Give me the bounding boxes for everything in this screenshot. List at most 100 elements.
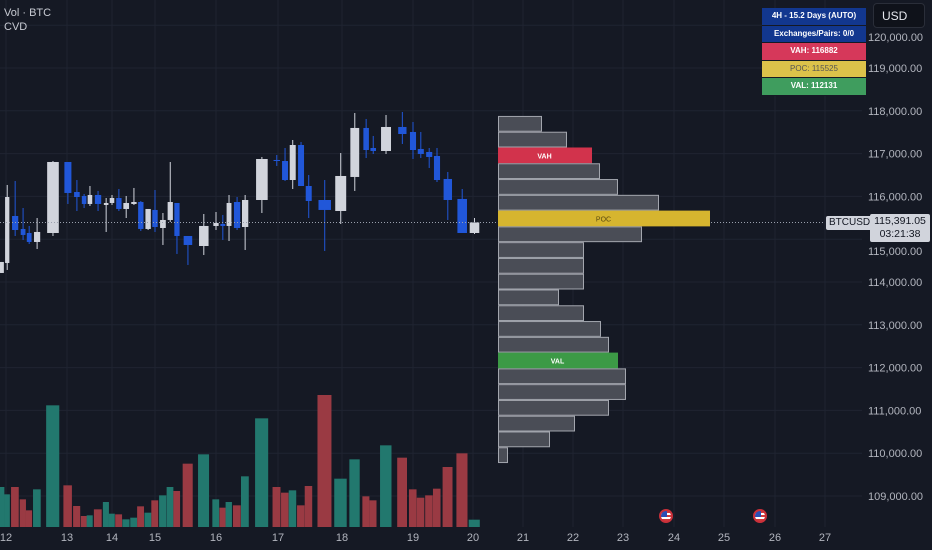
- candle-up: [34, 231, 41, 242]
- volume-bar: [219, 507, 226, 527]
- candle-up: [350, 127, 360, 177]
- volume-bar: [272, 487, 281, 527]
- us-flag-icon[interactable]: [752, 509, 767, 523]
- candle-up: [87, 194, 93, 204]
- volume-bar: [182, 463, 193, 527]
- volume-bar: [86, 515, 93, 527]
- volume-bar: [4, 494, 10, 527]
- us-flag-icon[interactable]: [659, 509, 674, 523]
- profile-row: [498, 447, 508, 464]
- candle-down: [74, 191, 80, 197]
- info-poc: POC: 115525: [762, 60, 866, 78]
- candle-up: [145, 208, 151, 229]
- profile-row: [498, 163, 600, 180]
- profile-row: [498, 431, 550, 448]
- price-tick-label: 116,000.00: [868, 191, 922, 203]
- profile-row: [498, 368, 626, 385]
- candle-down: [116, 197, 122, 209]
- volume-bar: [425, 495, 433, 527]
- volume-bar: [73, 506, 81, 527]
- volume-bar: [225, 502, 232, 527]
- profile-row: [498, 336, 609, 353]
- candle-down: [298, 144, 305, 186]
- volume-bar: [416, 497, 425, 527]
- price-tick-label: 114,000.00: [868, 277, 922, 289]
- price-tick-label: 110,000.00: [868, 448, 922, 460]
- volume-bar: [11, 487, 19, 527]
- candle-up: [47, 161, 59, 233]
- date-tick-label: 26: [769, 532, 781, 544]
- candle-down: [409, 131, 417, 151]
- candle-up: [256, 158, 268, 200]
- symbol-tag: BTCUSD: [826, 216, 874, 230]
- candle-down: [370, 147, 377, 151]
- volume-bar: [25, 510, 33, 527]
- volume-bar: [362, 496, 370, 527]
- date-tick-label: 21: [517, 532, 529, 544]
- candle-up: [241, 199, 249, 228]
- date-tick-label: 16: [210, 532, 222, 544]
- profile-row: [498, 321, 601, 337]
- volume-profile-info-panel: 4H - 15.2 Days (AUTO) Exchanges/Pairs: 0…: [762, 8, 866, 96]
- profile-row: [498, 194, 659, 211]
- candle-up: [109, 197, 115, 203]
- candle-down: [174, 202, 180, 236]
- currency-button[interactable]: USD: [873, 3, 925, 28]
- info-vah: VAH: 116882: [762, 43, 866, 61]
- profile-row-vah: [498, 147, 592, 164]
- volume-bar: [297, 505, 305, 527]
- candle-down: [363, 127, 369, 151]
- volume-bar: [130, 517, 138, 527]
- volume-bar: [173, 491, 181, 527]
- volume-bar: [317, 395, 332, 527]
- candle-up: [160, 219, 166, 228]
- candle-down: [138, 202, 144, 229]
- indicator-legend: Vol · BTC CVD: [4, 6, 51, 34]
- volume-bar: [212, 499, 220, 527]
- candle-up: [131, 202, 137, 204]
- price-tick-label: 112,000.00: [868, 363, 922, 375]
- price-tick-label: 118,000.00: [868, 106, 922, 118]
- price-tick-label: 115,000.00: [868, 246, 922, 258]
- candle-up: [199, 225, 209, 247]
- candle-up: [123, 202, 130, 209]
- date-tick-label: 17: [272, 532, 284, 544]
- profile-row: [498, 289, 559, 306]
- profile-row: [498, 399, 609, 416]
- date-tick-label: 18: [336, 532, 348, 544]
- volume-bar: [369, 500, 377, 527]
- current-price: 115,391.05: [874, 215, 926, 227]
- volume-bar: [232, 505, 241, 527]
- volume-bar: [281, 492, 289, 527]
- volume-bar: [63, 485, 72, 527]
- candle-up: [335, 175, 347, 211]
- info-timeframe: 4H - 15.2 Days (AUTO): [762, 8, 866, 26]
- price-axis[interactable]: 120,000.00 119,000.00 118,000.00 117,000.00…: [868, 32, 923, 503]
- profile-row: [498, 257, 584, 274]
- time-axis[interactable]: 12 13 14 15 16 17 18 19 20 21 22 23 24 25 26 27: [0, 532, 831, 544]
- candle-down: [398, 126, 407, 134]
- volume-bar: [80, 516, 87, 527]
- candle-down: [20, 228, 26, 235]
- candle-down: [94, 194, 102, 204]
- price-tick-label: 119,000.00: [868, 63, 922, 75]
- volume-bars: [0, 395, 480, 527]
- candle-down: [457, 198, 467, 233]
- candle-up: [226, 202, 232, 226]
- volume-bar: [122, 519, 130, 527]
- volume-bar: [380, 445, 392, 527]
- price-tick-label: 113,000.00: [868, 320, 922, 332]
- candle-down: [318, 199, 331, 210]
- grid-lines: [0, 0, 862, 527]
- current-price-tag: 115,391.05 03:21:38: [870, 214, 930, 242]
- volume-bar: [151, 500, 159, 527]
- candle-up: [103, 202, 109, 206]
- candle-down: [305, 185, 312, 201]
- legend-volume[interactable]: Vol · BTC: [4, 7, 52, 19]
- legend-cvd[interactable]: CVD: [4, 21, 28, 33]
- date-tick-label: 24: [668, 532, 680, 544]
- profile-row: [498, 115, 542, 132]
- volume-bar: [33, 489, 41, 527]
- profile-row-poc: [498, 210, 710, 227]
